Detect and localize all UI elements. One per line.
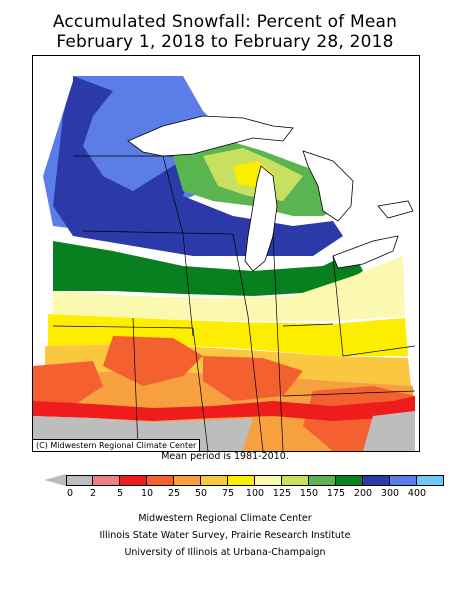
lake-erie	[332, 235, 399, 269]
title-line-2: February 1, 2018 to February 28, 2018	[56, 32, 394, 52]
legend-swatch-orange	[174, 474, 201, 486]
color-legend: 0 2 5 10 25 50 75 100 125 150 175 200 30…	[44, 474, 444, 502]
region-orange-red-2	[203, 356, 303, 401]
region-navy	[53, 76, 343, 256]
legend-swatch-gold	[201, 474, 228, 486]
legend-swatch-orange-red	[147, 474, 174, 486]
legend-label: 50	[194, 488, 208, 499]
legend-swatch-gray	[66, 474, 93, 486]
legend-swatch-yellow	[228, 474, 255, 486]
legend-label: 10	[140, 488, 154, 499]
legend-label: 125	[272, 488, 292, 499]
legend-label: 400	[407, 488, 427, 499]
region-orange-red-1	[103, 336, 203, 386]
legend-label: 200	[353, 488, 373, 499]
legend-swatch-dark-green	[336, 474, 363, 486]
legend-label: 75	[221, 488, 235, 499]
region-red-band	[33, 396, 415, 421]
legend-swatch-light-yellow	[255, 474, 282, 486]
lake-michigan	[244, 165, 278, 272]
outside-domain-top	[183, 56, 419, 176]
title-line-1: Accumulated Snowfall: Percent of Mean	[52, 12, 398, 32]
region-orange-red-3	[33, 361, 103, 406]
map-title: Accumulated Snowfall: Percent of Mean Fe…	[0, 12, 450, 52]
state-boundaries	[52, 155, 416, 451]
lake-huron	[302, 150, 354, 222]
credit-line-1: Midwestern Regional Climate Center	[138, 513, 312, 524]
legend-label: 2	[89, 488, 97, 499]
legend-label: 0	[66, 488, 74, 499]
region-gray-southeast	[363, 411, 415, 451]
legend-label: 300	[380, 488, 400, 499]
legend-swatch-blue	[390, 474, 417, 486]
legend-label: 5	[116, 488, 124, 499]
region-dark-green	[53, 241, 363, 296]
legend-swatch-yellow-green	[282, 474, 309, 486]
map-canvas	[33, 56, 419, 451]
legend-label: 150	[299, 488, 319, 499]
snowfall-map: (C) Midwestern Regional Climate Center	[32, 55, 420, 452]
mean-period-note: Mean period is 1981-2010.	[161, 451, 289, 462]
legend-label: 100	[245, 488, 265, 499]
legend-swatch-green	[309, 474, 336, 486]
legend-swatch-red	[120, 474, 147, 486]
legend-swatch-pink	[93, 474, 120, 486]
legend-swatch-navy	[363, 474, 390, 486]
credits-footer: Midwestern Regional Climate Center Illin…	[0, 510, 450, 561]
credit-line-2: Illinois State Water Survey, Prairie Res…	[99, 530, 351, 541]
credit-line-3: University of Illinois at Urbana-Champai…	[124, 547, 326, 558]
legend-low-arrow	[44, 474, 66, 486]
region-light-yellow	[53, 256, 405, 321]
legend-label: 25	[167, 488, 181, 499]
outside-domain-topleft	[33, 56, 73, 186]
legend-labels: 0 2 5 10 25 50 75 100 125 150 175 200 30…	[44, 488, 444, 502]
lake-ontario	[377, 200, 414, 219]
legend-label: 175	[326, 488, 346, 499]
map-copyright: (C) Midwestern Regional Climate Center	[33, 439, 201, 451]
legend-bar	[44, 474, 444, 486]
legend-swatch-light-blue	[417, 474, 444, 486]
